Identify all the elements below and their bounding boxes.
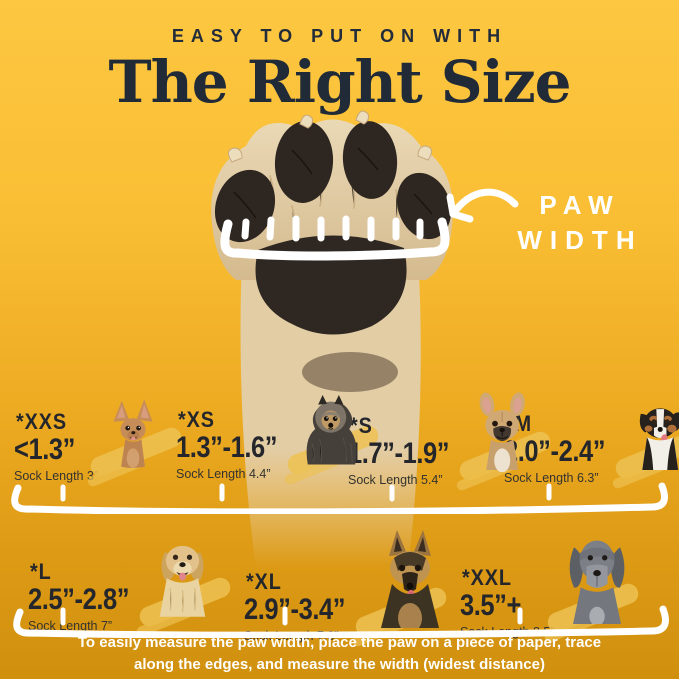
size-paw-width: <1.3”: [14, 433, 75, 466]
size-text-block: *L 2.5”-2.8” Sock Length 7”: [28, 560, 147, 633]
size-paw-width: 2.0”-2.4”: [504, 435, 606, 468]
size-sock-length: Sock Length 4.4”: [176, 467, 271, 481]
measuring-instructions: To easily measure the paw width, place t…: [40, 632, 639, 676]
dog-photo-chihuahua: [113, 399, 153, 468]
dog-photo-wrap: [136, 528, 234, 630]
page-title: The Right Size: [108, 48, 571, 116]
size-text-block: *XS 1.3”-1.6” Sock Length 4.4”: [176, 408, 295, 481]
size-entry-m: *M 2.0”-2.4” Sock Length 6.3”: [504, 392, 679, 485]
paw-width-line2: WIDTH: [517, 225, 643, 256]
size-paw-width: 1.7”-1.9”: [348, 437, 450, 470]
dog-photo-wrap: [612, 392, 679, 482]
hand-drawn-divider-ruler-top: [11, 482, 668, 514]
hand-drawn-divider-ruler-bottom: [13, 605, 669, 638]
size-code: *XL: [246, 568, 282, 594]
dog-photo-german-shepherd: [380, 530, 439, 628]
size-text-block: *S 1.7”-1.9” Sock Length 5.4”: [348, 414, 467, 487]
size-sock-length: Sock Length 3”: [14, 469, 99, 483]
paw-width-line1: PAW: [539, 190, 621, 220]
size-code: *L: [30, 558, 52, 584]
size-entry-xs: *XS 1.3”-1.6” Sock Length 4.4”: [176, 392, 382, 481]
dog-photo-wrap: [544, 528, 641, 636]
size-code: *S: [350, 412, 373, 438]
size-paw-width: 2.9”-3.4”: [244, 593, 346, 626]
instructions-line2: along the edges, and measure the width (…: [134, 655, 545, 673]
size-paw-width: 1.3”-1.6”: [176, 431, 278, 464]
size-entry-s: *S 1.7”-1.9” Sock Length 5.4”: [348, 388, 554, 487]
curved-arrow-left-icon: [446, 188, 519, 223]
dog-photo-wrap: [456, 388, 554, 484]
size-text-block: *XXS <1.3” Sock Length 3”: [14, 410, 98, 483]
dog-photo-australian-shepherd: [639, 408, 679, 470]
size-code: *XXS: [16, 408, 67, 434]
size-paw-width: 3.5”+: [460, 589, 521, 622]
size-code: *XS: [178, 406, 215, 432]
dog-photo-golden-retriever: [159, 545, 206, 617]
dog-photo-wrap: [352, 528, 451, 640]
size-sock-length: Sock Length 5.4”: [348, 473, 443, 487]
size-paw-width: 2.5”-2.8”: [28, 583, 130, 616]
size-sock-length: Sock Length 7”: [28, 619, 113, 633]
dog-photo-yorkshire-terrier-puppy: [306, 394, 357, 465]
dog-photo-great-dane: [569, 540, 624, 624]
dog-photo-wrap: [87, 398, 185, 480]
size-entry-l: *L 2.5”-2.8” Sock Length 7”: [28, 528, 234, 633]
paw-width-label: PAW WIDTH: [492, 188, 668, 258]
dog-photo-wrap: [284, 392, 382, 478]
size-sock-length: Sock Length 6.3”: [504, 471, 599, 485]
instructions-line1: To easily measure the paw width, place t…: [77, 634, 602, 651]
kicker-text: EASY TO PUT ON WITH: [171, 26, 508, 46]
size-entry-xxs: *XXS <1.3” Sock Length 3”: [14, 398, 185, 483]
size-code: *XXL: [462, 564, 512, 590]
dog-photo-french-bulldog: [479, 392, 525, 472]
